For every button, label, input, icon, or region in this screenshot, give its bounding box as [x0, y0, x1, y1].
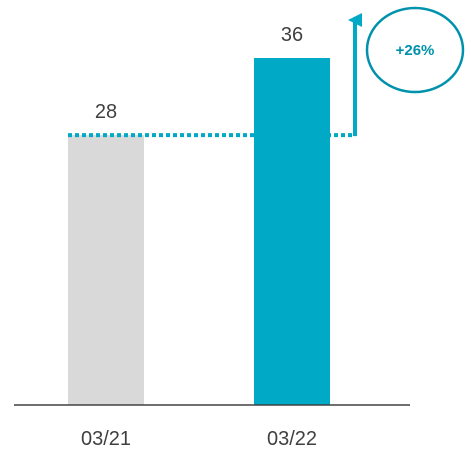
growth-badge-oval: [365, 6, 465, 94]
bars-layer: [68, 58, 330, 405]
x-tick-label-03-22: 03/22: [267, 428, 317, 450]
value-label-03-21: 28: [95, 101, 117, 123]
bar-03-21: [68, 135, 144, 405]
growth-badge-text: +26%: [396, 42, 435, 59]
bar-03-22: [254, 58, 330, 405]
growth-annotation: +26%: [68, 6, 465, 138]
labels-layer: 28 03/21 36 03/22: [81, 24, 317, 450]
x-tick-label-03-21: 03/21: [81, 428, 131, 450]
value-label-03-22: 36: [281, 24, 303, 46]
